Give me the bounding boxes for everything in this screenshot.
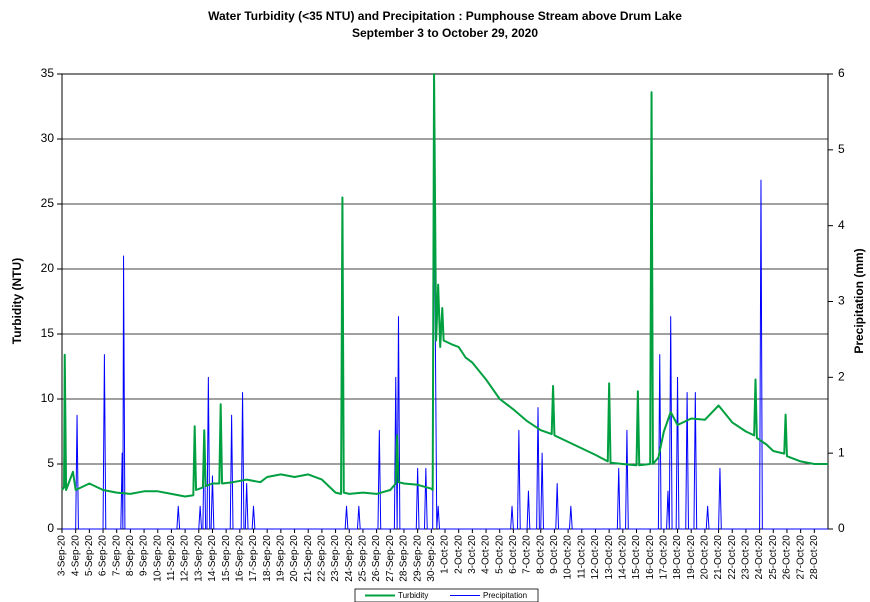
- x-tick-label: 18-Oct-20: [672, 535, 683, 580]
- x-tick-label: 2-Oct-20: [453, 535, 464, 574]
- x-tick-label: 12-Sep-20: [180, 535, 191, 582]
- x-tick-label: 21-Oct-20: [713, 535, 724, 580]
- x-tick-label: 28-Oct-20: [809, 535, 820, 580]
- y-tick-label: 30: [41, 131, 55, 145]
- y-tick-label: 0: [47, 521, 54, 535]
- x-tick-label: 27-Oct-20: [795, 535, 806, 580]
- y2-tick-label: 4: [838, 218, 845, 232]
- x-tick-label: 27-Sep-20: [385, 535, 396, 582]
- x-tick-label: 11-Sep-20: [166, 535, 177, 581]
- y-tick-label: 35: [41, 66, 55, 80]
- x-tick-label: 24-Sep-20: [344, 535, 355, 582]
- x-tick-label: 17-Sep-20: [248, 535, 259, 582]
- x-tick-label: 5-Sep-20: [84, 535, 95, 577]
- legend-label: Precipitation: [483, 591, 527, 600]
- x-tick-label: 5-Oct-20: [494, 535, 505, 574]
- x-tick-label: 16-Oct-20: [645, 535, 656, 580]
- x-tick-label: 22-Sep-20: [317, 535, 328, 582]
- x-tick-label: 26-Sep-20: [371, 535, 382, 582]
- y2-tick-label: 5: [838, 142, 845, 156]
- x-tick-label: 9-Oct-20: [549, 535, 560, 574]
- x-tick-label: 28-Sep-20: [399, 535, 410, 582]
- y-axis-label: Turbidity (NTU): [10, 258, 24, 344]
- y-tick-label: 25: [41, 196, 55, 210]
- x-tick-label: 13-Sep-20: [193, 535, 204, 582]
- x-tick-label: 6-Sep-20: [98, 535, 109, 577]
- x-tick-label: 4-Sep-20: [70, 535, 81, 577]
- y2-tick-label: 6: [838, 66, 845, 80]
- legend-label: Turbidity: [398, 591, 428, 600]
- x-tick-label: 29-Sep-20: [412, 535, 423, 582]
- x-tick-label: 20-Sep-20: [289, 535, 300, 582]
- x-tick-label: 4-Oct-20: [481, 535, 492, 574]
- x-tick-label: 18-Sep-20: [262, 535, 273, 582]
- x-tick-label: 16-Sep-20: [234, 535, 245, 582]
- x-tick-label: 25-Oct-20: [768, 535, 779, 580]
- x-tick-label: 30-Sep-20: [426, 535, 437, 582]
- y2-tick-label: 1: [838, 445, 845, 459]
- x-tick-label: 7-Sep-20: [111, 535, 122, 577]
- y2-tick-label: 2: [838, 370, 845, 384]
- x-tick-label: 11-Oct-20: [576, 535, 587, 579]
- x-tick-label: 1-Oct-20: [440, 535, 451, 574]
- x-tick-label: 23-Oct-20: [741, 535, 752, 580]
- x-tick-label: 24-Oct-20: [754, 535, 765, 580]
- x-tick-label: 22-Oct-20: [727, 535, 738, 580]
- y2-axis-label: Precipitation (mm): [852, 248, 866, 353]
- x-tick-label: 8-Oct-20: [535, 535, 546, 574]
- y2-tick-label: 3: [838, 294, 845, 308]
- x-tick-label: 23-Sep-20: [330, 535, 341, 582]
- y2-tick-label: 0: [838, 521, 845, 535]
- x-tick-label: 7-Oct-20: [522, 535, 533, 574]
- x-tick-label: 8-Sep-20: [125, 535, 136, 577]
- x-tick-label: 17-Oct-20: [658, 535, 669, 580]
- chart-subtitle: September 3 to October 29, 2020: [352, 26, 538, 40]
- x-tick-label: 6-Oct-20: [508, 535, 519, 574]
- x-tick-label: 14-Sep-20: [207, 535, 218, 582]
- x-tick-label: 19-Sep-20: [275, 535, 286, 582]
- x-tick-label: 14-Oct-20: [617, 535, 628, 580]
- x-tick-label: 12-Oct-20: [590, 535, 601, 580]
- y-tick-label: 10: [41, 391, 55, 405]
- x-tick-label: 15-Oct-20: [631, 535, 642, 580]
- series-line: [62, 164, 828, 530]
- legend-box: [354, 588, 539, 602]
- x-tick-label: 15-Sep-20: [221, 535, 232, 582]
- x-tick-label: 10-Oct-20: [563, 535, 574, 580]
- x-tick-label: 21-Sep-20: [303, 535, 314, 582]
- chart-title: Water Turbidity (<35 NTU) and Precipitat…: [208, 9, 682, 23]
- x-tick-label: 20-Oct-20: [700, 535, 711, 580]
- x-tick-label: 9-Sep-20: [139, 535, 150, 577]
- x-tick-label: 25-Sep-20: [358, 535, 369, 582]
- x-tick-label: 3-Oct-20: [467, 535, 478, 574]
- x-tick-label: 13-Oct-20: [604, 535, 615, 580]
- x-tick-label: 10-Sep-20: [152, 535, 163, 582]
- plot-frame: [61, 73, 829, 530]
- y-tick-label: 5: [47, 456, 54, 470]
- x-tick-label: 26-Oct-20: [782, 535, 793, 580]
- y-tick-label: 20: [41, 261, 55, 275]
- y-tick-label: 15: [41, 326, 55, 340]
- x-tick-label: 19-Oct-20: [686, 535, 697, 580]
- x-tick-label: 3-Sep-20: [57, 535, 68, 577]
- series-line: [61, 73, 828, 498]
